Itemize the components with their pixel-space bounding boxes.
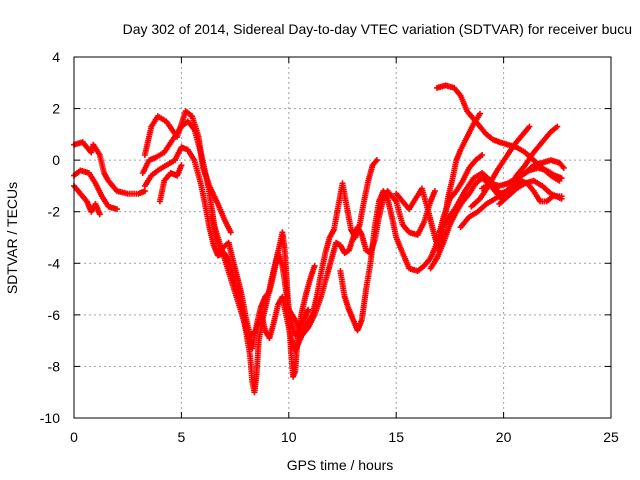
x-tick-label: 15 <box>388 429 404 445</box>
chart-title: Day 302 of 2014, Sidereal Day-to-day VTE… <box>123 21 632 37</box>
series-markers <box>496 177 565 207</box>
y-tick-label: 0 <box>52 152 60 168</box>
y-tick-label: 4 <box>52 49 60 65</box>
y-axis-label: SDTVAR / TECUs <box>4 182 20 294</box>
y-tick-label: 2 <box>52 101 60 117</box>
series-track-18 <box>479 157 567 192</box>
series-track-8 <box>208 213 312 352</box>
series-markers <box>208 213 312 352</box>
series-track-19 <box>496 177 565 207</box>
series-markers <box>156 162 185 205</box>
series-track-11 <box>337 152 486 334</box>
plot-frame <box>73 56 612 419</box>
series-markers <box>337 152 486 334</box>
series-track-1 <box>71 139 148 197</box>
y-tick-label: -8 <box>48 358 61 374</box>
y-tick-label: -2 <box>48 204 61 220</box>
x-tick-label: 25 <box>603 429 619 445</box>
x-tick-label: 5 <box>178 429 186 445</box>
x-tick-label: 0 <box>70 429 78 445</box>
series-markers <box>479 157 567 192</box>
y-tick-label: -6 <box>48 307 61 323</box>
y-tick-label: -10 <box>40 410 60 426</box>
x-tick-label: 20 <box>496 429 512 445</box>
series-markers <box>71 139 148 197</box>
x-axis-label: GPS time / hours <box>287 457 394 473</box>
plot-series <box>71 82 567 396</box>
x-tick-label: 10 <box>281 429 297 445</box>
y-tick-label: -4 <box>48 255 61 271</box>
series-track-7 <box>156 162 185 205</box>
grid <box>74 57 611 418</box>
